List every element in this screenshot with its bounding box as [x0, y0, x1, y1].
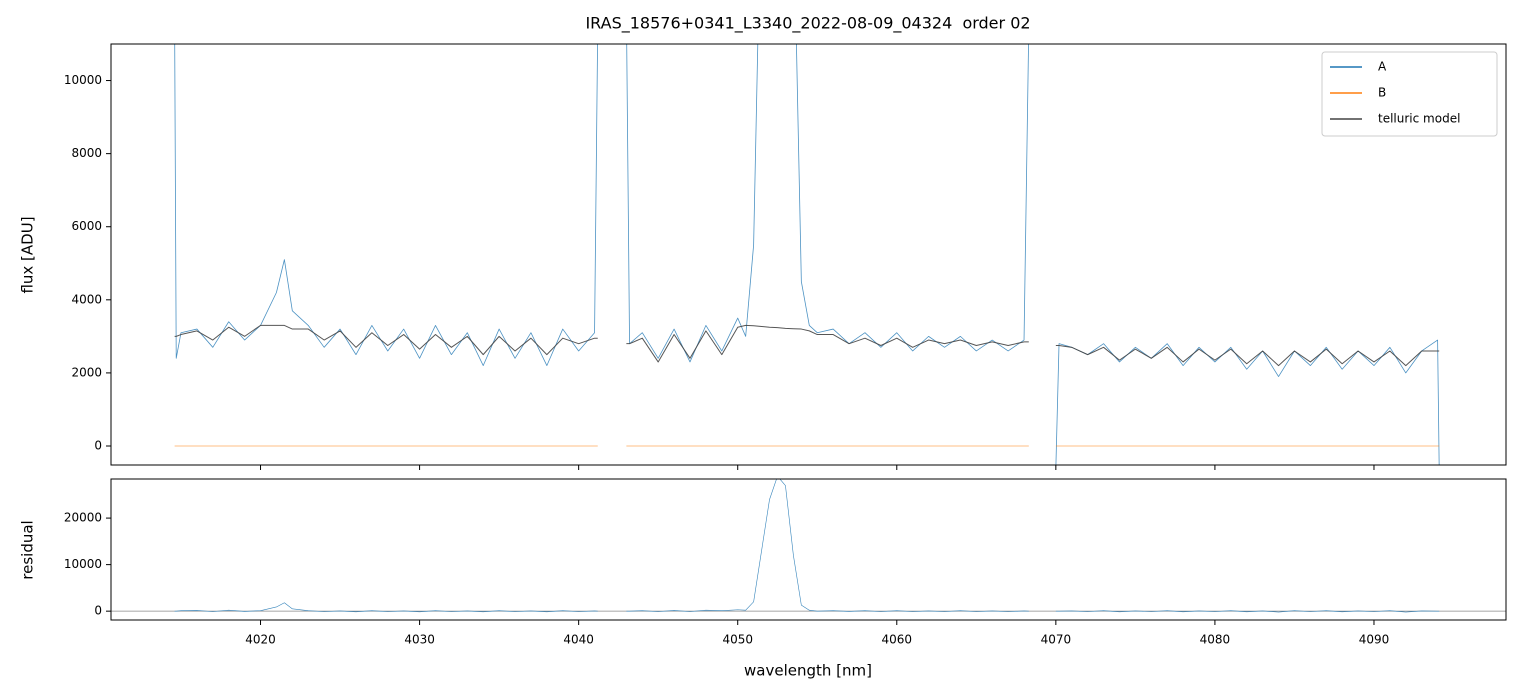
series-line	[174, 44, 598, 366]
legend-box	[1321, 51, 1498, 137]
y-tick-label: 2000	[71, 365, 102, 379]
series-line	[174, 324, 598, 356]
x-tick-label: 4060	[882, 633, 913, 647]
chart-title: IRAS_18576+0341_L3340_2022-08-09_04324 o…	[585, 14, 1030, 34]
x-tick-label: 4020	[245, 633, 276, 647]
residual-line	[626, 479, 1029, 612]
plot-area	[174, 44, 1440, 465]
series-line	[1055, 345, 1440, 367]
y-tick-label: 8000	[71, 146, 102, 160]
y-tick-label: 10000	[64, 557, 102, 571]
x-tick-label: 4030	[404, 633, 435, 647]
legend-label: B	[1378, 86, 1386, 100]
legend-label: telluric model	[1378, 112, 1460, 126]
axes-frame	[110, 478, 1507, 621]
x-tick-label: 4070	[1041, 633, 1072, 647]
residual-line	[1055, 610, 1440, 613]
series-line	[626, 44, 1029, 363]
y-tick-label: 0	[94, 438, 102, 452]
y-tick-label: 0	[94, 604, 102, 618]
axes-frame	[110, 43, 1507, 466]
plot-area	[111, 479, 1506, 613]
series-line	[1055, 339, 1440, 465]
y-tick-label: 4000	[71, 292, 102, 306]
x-tick-label: 4050	[722, 633, 753, 647]
y-tick-label: 6000	[71, 219, 102, 233]
y-tick-label: 10000	[64, 73, 102, 87]
x-tick-label: 4080	[1200, 633, 1231, 647]
legend-label: A	[1378, 60, 1387, 74]
y-axis-label: residual	[19, 520, 37, 579]
y-tick-label: 20000	[64, 511, 102, 525]
x-tick-label: 4040	[563, 633, 594, 647]
x-axis-label: wavelength [nm]	[744, 662, 872, 680]
residual-line	[174, 602, 598, 613]
x-tick-label: 4090	[1359, 633, 1390, 647]
series-line	[626, 324, 1029, 363]
y-axis-label: flux [ADU]	[19, 216, 37, 293]
